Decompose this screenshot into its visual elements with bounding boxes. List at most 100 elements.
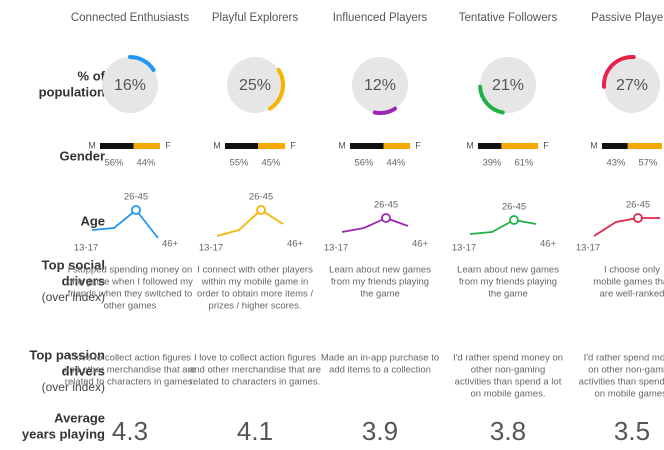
population-circle: [352, 57, 408, 113]
social-driver: Learn about new games: [457, 265, 559, 276]
age-label: 26-45: [502, 202, 526, 213]
passion-driver: and other merchandise that are: [189, 365, 321, 376]
passion-driver: and other merchandise that are: [64, 365, 196, 376]
age-peak: [131, 205, 141, 215]
social-driver: friends when they switched to: [68, 289, 193, 300]
gender-letter: M: [338, 140, 346, 150]
social-driver: I choose only: [604, 265, 660, 276]
social-driver: from my friends playing: [331, 277, 429, 288]
social-driver: I stopped spending money on: [68, 265, 193, 276]
age-label: 13-17: [74, 243, 98, 254]
gender-male-label: 55%: [229, 158, 249, 169]
age-label: 46+: [287, 239, 304, 250]
passion-driver: on other non-gaming: [588, 365, 664, 376]
age-peak: [633, 213, 643, 223]
gender-male-label: 56%: [354, 158, 374, 169]
age-label: 46+: [540, 239, 557, 250]
segment-name: Influenced Players: [333, 12, 428, 24]
gender-male-bar: [602, 143, 628, 149]
social-driver: Learn about new games: [329, 265, 431, 276]
gender-female-bar: [133, 143, 160, 149]
gender-male-label: 43%: [606, 158, 626, 169]
population-arc: [478, 84, 505, 115]
passion-driver: other non-gaming: [471, 365, 545, 376]
age-label: 46+: [412, 239, 429, 250]
row-label: drivers: [62, 273, 105, 288]
age-line: [593, 217, 660, 237]
social-driver: I connect with other players: [197, 265, 313, 276]
social-driver: order to obtain more items /: [197, 289, 314, 300]
social-driver: from my friends playing: [459, 277, 557, 288]
age-label: 26-45: [124, 192, 148, 203]
row-label: Average: [54, 410, 105, 425]
population-label: 16%: [114, 77, 146, 94]
gender-letter: M: [466, 140, 474, 150]
gender-female-label: 45%: [261, 158, 281, 169]
passion-driver: activities than spend a lot: [455, 377, 562, 388]
row-label: Gender: [59, 148, 105, 163]
population-circle: [227, 57, 283, 113]
age-label: 26-45: [374, 200, 398, 211]
age-peak: [381, 213, 391, 223]
gender-letter: M: [88, 140, 96, 150]
row-label: Top passion: [29, 347, 105, 362]
gender-male-bar: [225, 143, 258, 149]
gender-male-bar: [100, 143, 134, 149]
age-label: 13-17: [324, 243, 348, 254]
segment-name: Tentative Followers: [459, 12, 558, 24]
passion-driver: on mobile games.: [471, 389, 546, 400]
population-arc: [128, 55, 156, 72]
social-driver: other games: [104, 301, 157, 312]
row-label: drivers: [62, 363, 105, 378]
population-label: 21%: [492, 77, 524, 94]
social-driver: are well-ranked: [600, 289, 664, 300]
passion-driver: related to characters in games.: [190, 377, 320, 388]
age-label: 13-17: [452, 243, 476, 254]
age-peak: [509, 215, 519, 225]
gender-female-label: 44%: [136, 158, 156, 169]
years-playing: 3.8: [490, 416, 526, 446]
row-label: % of: [78, 68, 106, 83]
age-label: 13-17: [576, 243, 600, 254]
segment-name: Connected Enthusiasts: [71, 12, 190, 24]
passion-driver: I love to collect action figures: [194, 353, 316, 364]
age-line: [341, 217, 409, 233]
gender-female-bar: [627, 143, 662, 149]
passion-driver: add items to a collection: [329, 365, 431, 376]
population-circle: [102, 57, 158, 113]
gender-female-bar: [383, 143, 410, 149]
social-driver: the game: [360, 289, 400, 300]
gender-letter: M: [213, 140, 221, 150]
row-label: Age: [80, 213, 105, 228]
population-circle: [604, 57, 660, 113]
years-playing: 3.5: [614, 416, 650, 446]
gender-female-label: 44%: [386, 158, 406, 169]
gender-male-bar: [478, 143, 502, 149]
row-sublabel: (over index): [42, 380, 105, 394]
passion-driver: I'd rather spend money on: [453, 353, 563, 364]
years-playing: 3.9: [362, 416, 398, 446]
age-label: 13-17: [199, 243, 223, 254]
age-line: [91, 208, 159, 239]
passion-driver: I'd rather spend money: [584, 353, 664, 364]
gender-female-label: 57%: [638, 158, 658, 169]
social-driver: within my mobile game in: [201, 277, 309, 288]
gender-male-label: 56%: [104, 158, 124, 169]
passion-driver: Made an in-app purchase to: [321, 353, 439, 364]
gender-letter: F: [290, 140, 296, 150]
row-sublabel: (over index): [42, 290, 105, 304]
row-label: Top social: [42, 257, 105, 272]
gender-letter: F: [165, 140, 171, 150]
population-label: 12%: [364, 77, 396, 94]
social-driver: mobile games that: [593, 277, 664, 288]
gender-male-label: 39%: [482, 158, 502, 169]
years-playing: 4.1: [237, 416, 273, 446]
passion-driver: activities than spend a lot: [579, 377, 664, 388]
population-arc: [602, 55, 636, 89]
population-label: 25%: [239, 77, 271, 94]
gender-letter: M: [590, 140, 598, 150]
population-label: 27%: [616, 77, 648, 94]
segment-name: Playful Explorers: [212, 12, 299, 24]
population-circle: [480, 57, 536, 113]
